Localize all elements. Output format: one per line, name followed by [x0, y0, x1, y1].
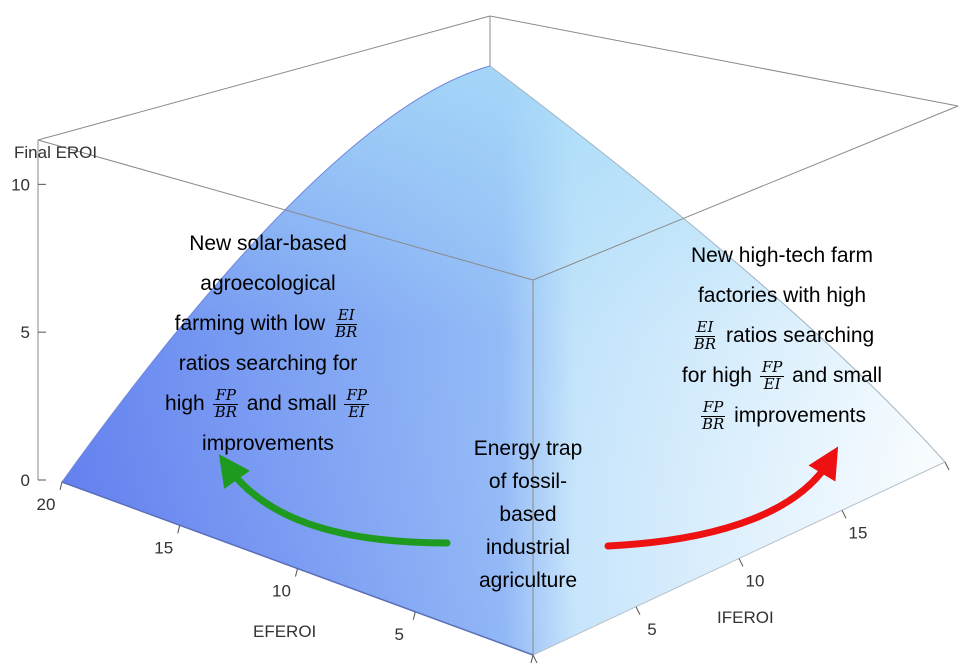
- axis-tick-labels: 05100510152005101520: [11, 175, 868, 644]
- z-tick-label: 0: [21, 471, 30, 490]
- right-annotation-text: and small: [792, 364, 883, 387]
- right-annotation-text: for high: [681, 364, 752, 387]
- right-annotation-line: FP BR improvements: [647, 396, 917, 436]
- x-tick-mark: [412, 611, 416, 620]
- left-annotation-line: high FP BR and small FP EI: [133, 384, 403, 424]
- bounding-box-front: [37, 105, 959, 655]
- z-axis-label: Final EROI: [14, 143, 98, 162]
- right-annotation-line: for high FP EI and small: [647, 356, 917, 396]
- right-annotation-line: EI BR ratios searching: [647, 316, 917, 356]
- right-annotation-line: factories with high: [697, 284, 867, 307]
- left-annotation-line: ratios searching for: [178, 352, 358, 375]
- left-annotation: New solar-based agroecological farming w…: [133, 224, 403, 464]
- y-tick-mark: [635, 606, 641, 615]
- center-annotation-line: Energy trap: [473, 437, 583, 460]
- left-annotation-text: farming with low: [174, 312, 326, 335]
- left-annotation-line: farming with low EI BR: [133, 304, 403, 344]
- x-tick-mark: [177, 525, 181, 534]
- x-tick-mark: [59, 481, 63, 491]
- left-annotation-line: agroecological: [200, 272, 336, 295]
- right-annotation-text: improvements: [734, 404, 867, 427]
- right-annotation: New high-tech farm factories with high E…: [647, 236, 917, 436]
- center-annotation-line: based: [499, 503, 557, 526]
- red-arrow: [604, 446, 839, 550]
- fraction-ei-br: EI BR: [335, 306, 358, 341]
- z-tick-label: 5: [21, 323, 30, 342]
- y-tick-label: 15: [849, 523, 868, 542]
- y-tick-label: 5: [647, 620, 656, 639]
- center-annotation-line: industrial: [485, 536, 571, 559]
- left-annotation-line: improvements: [202, 432, 334, 455]
- green-arrow: [218, 454, 451, 547]
- left-annotation-text: and small: [246, 392, 337, 415]
- z-tick-label: 10: [11, 175, 30, 194]
- y-axis-label: IFEROI: [717, 608, 774, 627]
- surface-highlight: [62, 66, 945, 655]
- x-tick-mark: [530, 654, 534, 664]
- center-annotation-line: of fossil-: [488, 470, 568, 493]
- x-axis-label: EFEROI: [253, 622, 317, 641]
- x-tick-label: 15: [154, 538, 173, 557]
- surface-edge-right: [489, 65, 946, 463]
- fraction-fp-br: FP BR: [700, 398, 726, 433]
- center-annotation: Energy trap of fossil- based industrial …: [448, 432, 608, 597]
- y-tick-label: 10: [746, 572, 765, 591]
- left-annotation-text: high: [165, 392, 205, 415]
- right-annotation-text: ratios searching: [725, 324, 875, 347]
- fraction-fp-ei: FP EI: [344, 386, 369, 421]
- fraction-fp-br: FP BR: [213, 386, 238, 421]
- left-annotation-line: New solar-based: [189, 232, 347, 255]
- y-tick-mark: [944, 461, 950, 471]
- x-tick-mark: [295, 568, 298, 577]
- right-annotation-line: New high-tech farm: [690, 244, 874, 267]
- axis-tick-marks: [38, 183, 950, 664]
- x-tick-label: 5: [395, 625, 404, 644]
- fraction-fp-ei: FP EI: [759, 358, 785, 393]
- y-tick-mark: [738, 558, 744, 567]
- y-tick-mark: [532, 654, 538, 664]
- center-annotation-line: agriculture: [478, 569, 578, 592]
- fraction-ei-br: EI BR: [693, 318, 717, 353]
- x-tick-label: 10: [272, 582, 291, 601]
- x-tick-label: 20: [37, 495, 56, 514]
- surface-edge-left: [61, 65, 491, 483]
- y-tick-mark: [841, 510, 847, 519]
